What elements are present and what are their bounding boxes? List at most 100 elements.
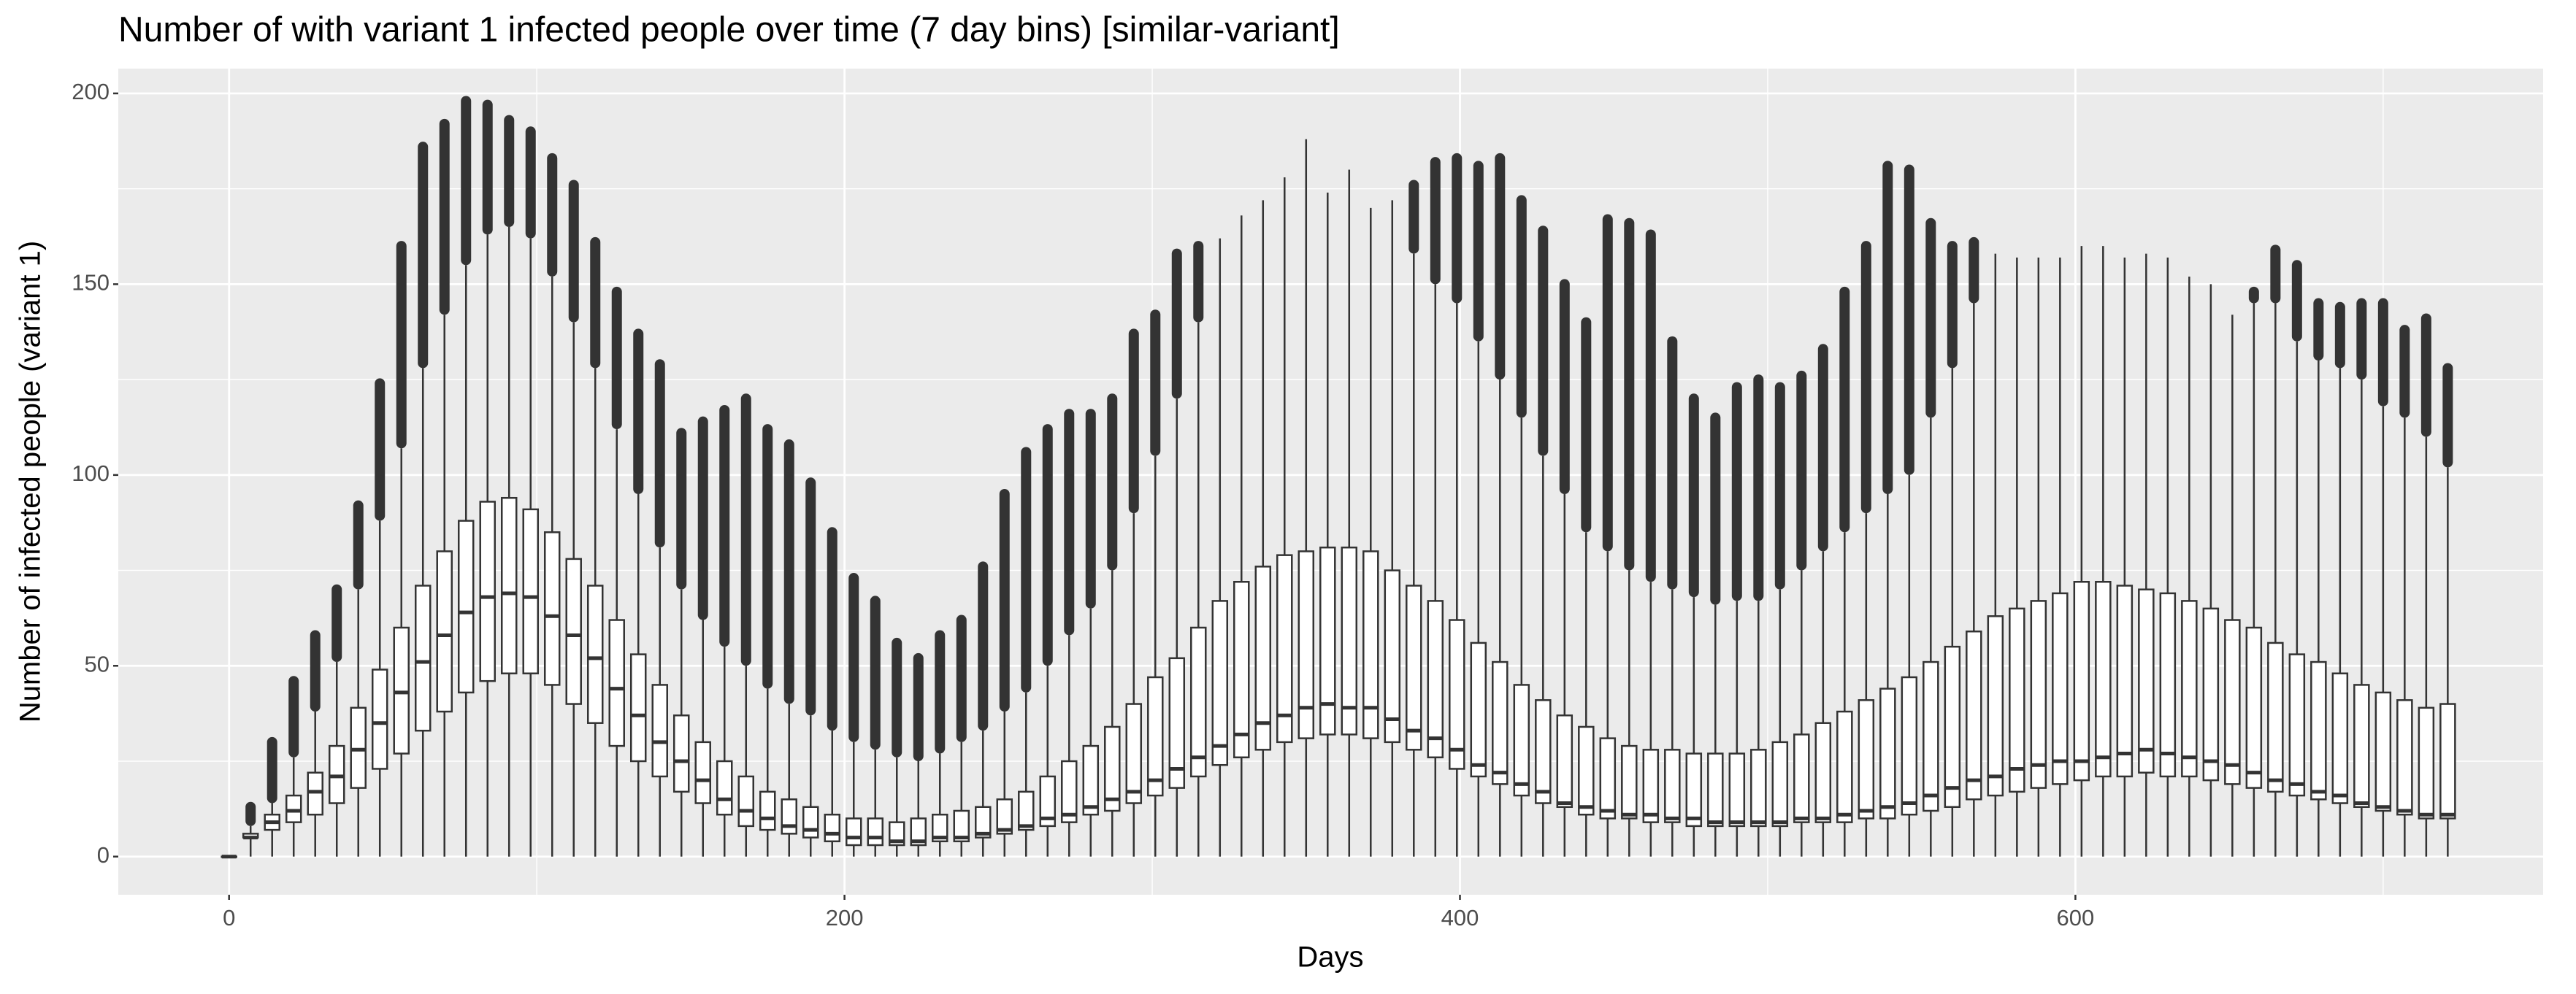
box	[1707, 752, 1724, 828]
box	[307, 771, 323, 816]
box	[1061, 760, 1078, 823]
box	[1406, 585, 1422, 751]
box	[2095, 581, 2112, 778]
box	[975, 806, 992, 839]
box	[1168, 657, 1186, 789]
box	[1923, 660, 1939, 812]
box	[1535, 699, 1552, 804]
box	[1470, 642, 1487, 778]
box	[2030, 600, 2047, 789]
box	[802, 806, 819, 839]
box	[1556, 714, 1573, 808]
box	[932, 813, 948, 843]
panel-background	[118, 69, 2543, 895]
box	[1125, 703, 1143, 804]
box	[2224, 619, 2241, 785]
box	[2267, 642, 2284, 793]
y-axis-label: Number of infected people (variant 1)	[15, 241, 47, 723]
box	[1879, 687, 1896, 820]
box	[2374, 691, 2392, 812]
box	[2331, 672, 2349, 804]
box	[393, 626, 410, 755]
x-tick-label: 0	[223, 905, 235, 931]
box	[1276, 554, 1293, 744]
box	[1427, 600, 1444, 759]
box	[1513, 684, 1530, 797]
box	[1685, 752, 1703, 828]
box	[694, 741, 711, 804]
y-tick-label: 50	[85, 651, 110, 677]
x-axis-label: Days	[1297, 941, 1363, 974]
box	[953, 809, 970, 843]
box	[1901, 676, 1918, 816]
box	[285, 794, 302, 823]
box	[1814, 722, 1832, 823]
box	[1233, 581, 1250, 759]
box	[1793, 733, 1810, 823]
box	[436, 550, 453, 713]
box	[1621, 744, 1638, 820]
y-tick-label: 0	[97, 842, 110, 868]
box	[2245, 626, 2263, 789]
box	[1147, 676, 1164, 797]
box	[867, 817, 884, 847]
box	[2288, 653, 2306, 797]
y-tick-label: 100	[72, 461, 110, 486]
box	[1082, 744, 1100, 816]
box	[2310, 660, 2327, 801]
x-tick-label: 200	[826, 905, 864, 931]
box	[1492, 660, 1509, 785]
box	[1966, 630, 1982, 801]
box	[2159, 592, 2177, 778]
box	[651, 684, 668, 778]
box	[2396, 699, 2413, 816]
box	[1297, 550, 1315, 739]
box	[457, 520, 475, 694]
box	[479, 501, 496, 682]
box	[1384, 569, 1401, 744]
box	[1858, 699, 1875, 820]
box	[1190, 626, 1207, 778]
box	[1836, 710, 1853, 823]
box	[1642, 749, 1660, 823]
box	[910, 817, 927, 847]
box	[1104, 725, 1121, 812]
box	[1944, 645, 1961, 808]
box	[350, 706, 367, 789]
chart-title: Number of with variant 1 infected people…	[118, 11, 1340, 50]
box	[781, 798, 798, 835]
box	[414, 585, 432, 732]
box	[2116, 585, 2134, 778]
box	[1018, 790, 1035, 831]
box	[608, 619, 625, 747]
box	[2073, 581, 2090, 782]
box	[1578, 725, 1595, 816]
box	[824, 813, 841, 843]
box	[1771, 741, 1789, 828]
box	[1664, 749, 1681, 823]
box	[2052, 592, 2069, 785]
box	[543, 531, 561, 686]
box	[889, 821, 905, 847]
box	[759, 790, 776, 831]
box	[1362, 550, 1379, 739]
y-tick-label: 150	[72, 270, 110, 296]
box	[328, 744, 345, 804]
box	[996, 798, 1013, 835]
box	[1319, 546, 1336, 736]
box	[629, 653, 647, 763]
box	[1599, 737, 1617, 820]
box	[1987, 615, 2004, 797]
box	[2439, 703, 2456, 820]
box	[1039, 775, 1057, 828]
box	[2353, 684, 2370, 808]
box	[2009, 607, 2025, 793]
box	[1211, 600, 1229, 766]
box	[672, 714, 690, 793]
box	[2202, 607, 2220, 782]
box	[586, 585, 604, 724]
box	[2138, 588, 2155, 774]
box	[716, 760, 733, 816]
box	[565, 558, 582, 705]
